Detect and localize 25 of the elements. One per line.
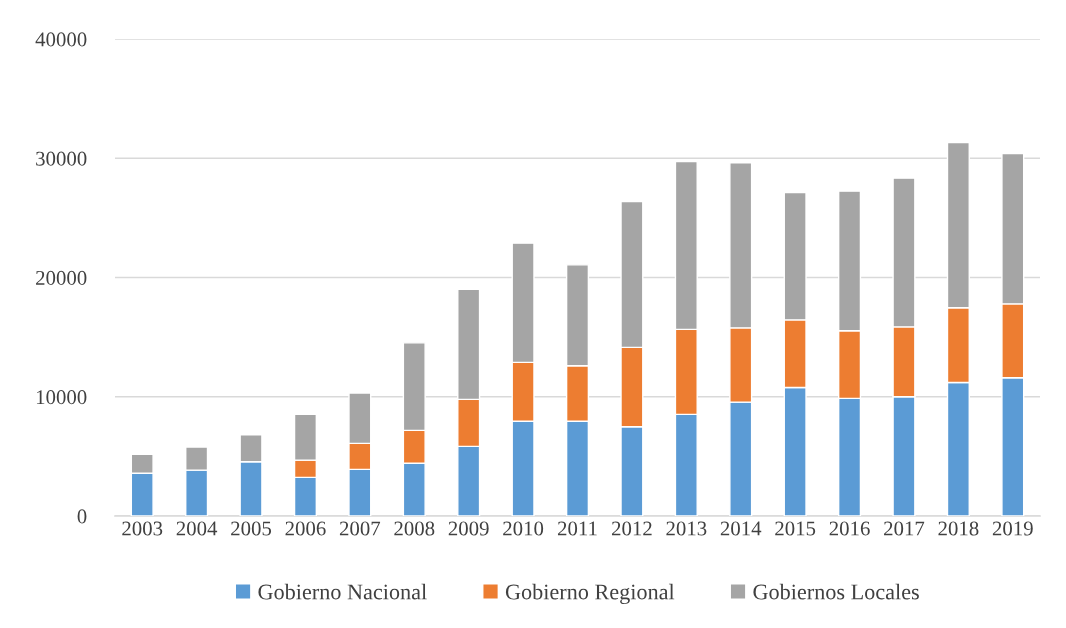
y-tick-label: 10000 <box>36 390 87 405</box>
y-tick-label: 40000 <box>35 32 87 47</box>
x-tick-label: 2012 <box>611 521 652 536</box>
x-tick-label: 2018 <box>938 521 979 536</box>
y-tick-label: 20000 <box>36 270 87 285</box>
x-tick-label: 2006 <box>285 521 326 536</box>
y-tick-label: 0 <box>77 509 87 524</box>
x-tick-label: 2010 <box>503 521 544 536</box>
x-tick-label: 2011 <box>557 521 597 536</box>
x-tick-label: 2017 <box>884 521 925 536</box>
legend-label: Gobiernos Locales <box>753 583 919 600</box>
x-tick-label: 2016 <box>829 521 870 536</box>
x-tick-label: 2013 <box>666 521 707 536</box>
x-tick-label: 2014 <box>720 521 762 536</box>
x-tick-label: 2005 <box>231 521 272 536</box>
x-tick-label: 2003 <box>122 521 163 536</box>
x-tick-label: 2019 <box>992 521 1033 536</box>
x-tick-label: 2008 <box>394 521 435 536</box>
x-tick-label: 2009 <box>448 521 489 536</box>
x-tick-label: 2004 <box>176 521 218 536</box>
x-tick-label: 2015 <box>775 521 816 536</box>
legend-label: Gobierno Nacional <box>258 583 427 600</box>
x-tick-label: 2007 <box>339 521 381 536</box>
legend-label: Gobierno Regional <box>505 583 675 605</box>
y-tick-label: 30000 <box>36 151 87 166</box>
